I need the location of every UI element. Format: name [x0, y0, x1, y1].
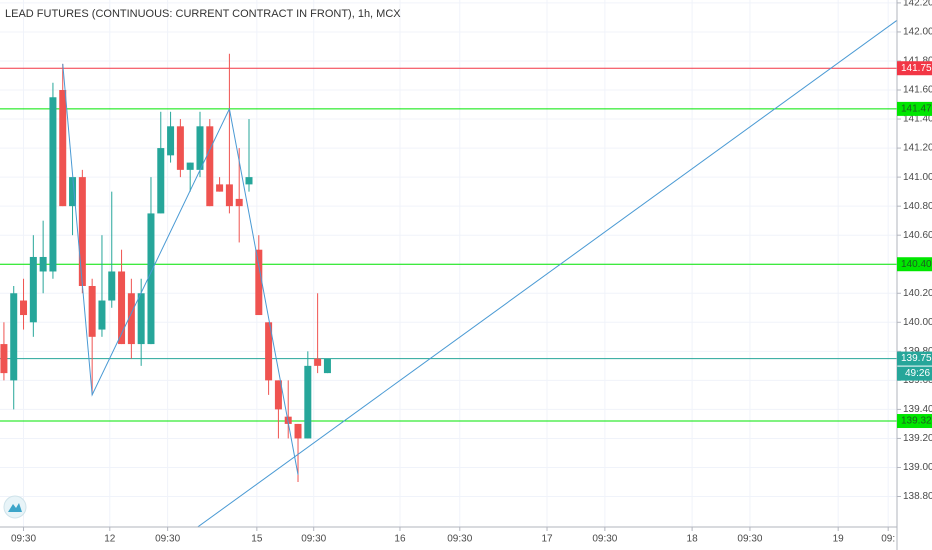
x-tick-label: 09:30 — [737, 534, 762, 545]
candle-body — [137, 293, 145, 345]
chart-title: LEAD FUTURES (CONTINUOUS: CURRENT CONTRA… — [5, 8, 401, 20]
candle-body — [20, 300, 28, 316]
y-tick-label: 139.00 — [903, 462, 932, 473]
candle-body — [206, 126, 214, 207]
candle-body — [186, 162, 194, 170]
price-label: 139.32 — [901, 416, 932, 427]
candle-body — [314, 358, 322, 366]
y-tick-label: 141.20 — [903, 143, 932, 154]
axes: 138.80139.00139.20139.40139.60139.80140.… — [11, 0, 932, 545]
candle-body — [225, 184, 233, 207]
x-tick-label: 09:30 — [592, 534, 617, 545]
y-tick-label: 140.00 — [903, 317, 932, 328]
candle-body — [216, 184, 224, 192]
logo — [3, 495, 27, 519]
candle-body — [78, 177, 86, 287]
price-label: 141.47 — [901, 104, 932, 115]
candle-body — [235, 198, 243, 207]
candle-body — [88, 286, 96, 337]
x-tick-label: 09:30 — [11, 534, 36, 545]
price-label-box — [897, 101, 932, 116]
candle-body — [323, 358, 331, 374]
y-tick-label: 140.80 — [903, 201, 932, 212]
candle-body — [167, 126, 175, 156]
x-tick-label: 15 — [251, 534, 263, 545]
candle-body — [118, 271, 126, 345]
candle-body — [108, 271, 116, 301]
y-tick-label: 141.80 — [903, 56, 932, 67]
countdown-box — [897, 366, 932, 381]
x-tick-label: 16 — [394, 534, 406, 545]
y-tick-label: 139.80 — [903, 346, 932, 357]
candle-body — [147, 213, 155, 345]
y-tick-label: 140.20 — [903, 288, 932, 299]
candle-body — [29, 256, 37, 323]
candle-body — [157, 148, 165, 214]
y-tick-label: 142.20 — [903, 0, 932, 9]
x-tick-label: 18 — [687, 534, 699, 545]
price-label: 141.75 — [901, 63, 932, 74]
candle-body — [245, 177, 253, 185]
y-tick-label: 141.00 — [903, 172, 932, 183]
candle-body — [176, 126, 184, 170]
y-tick-label: 140.60 — [903, 230, 932, 241]
price-label-box — [897, 414, 932, 429]
candle-body — [69, 177, 77, 207]
x-tick-label: 09:30 — [447, 534, 472, 545]
trend-line — [196, 19, 897, 527]
x-tick-label: 17 — [541, 534, 553, 545]
price-label-box — [897, 351, 932, 366]
y-tick-label: 138.80 — [903, 491, 932, 502]
y-tick-label: 141.40 — [903, 114, 932, 125]
x-tick-label: 19 — [833, 534, 845, 545]
candle-body — [304, 365, 312, 439]
candle-body — [39, 256, 47, 272]
y-tick-label: 139.40 — [903, 404, 932, 415]
candle-body — [10, 293, 18, 381]
x-tick-label: 12 — [104, 534, 116, 545]
candle-body — [274, 380, 282, 410]
candle-body — [255, 249, 263, 316]
plot — [0, 19, 897, 527]
y-tick-label: 142.00 — [903, 27, 932, 38]
price-label-box — [897, 257, 932, 272]
y-tick-label: 141.60 — [903, 85, 932, 96]
countdown: 49:26 — [905, 368, 930, 379]
candle-body — [294, 423, 302, 439]
candle-body — [49, 97, 57, 272]
x-tick-label: 09:30 — [155, 534, 180, 545]
x-tick-label: 09:30 — [301, 534, 326, 545]
price-label-box — [897, 61, 932, 76]
price-label: 140.40 — [901, 259, 932, 270]
candle-body — [98, 300, 106, 330]
candle-body — [59, 90, 67, 207]
x-tick-label: 09: — [881, 534, 895, 545]
trend-line — [62, 63, 299, 475]
candle-body — [265, 322, 273, 381]
candle-body — [196, 126, 204, 170]
y-tick-label: 139.20 — [903, 433, 932, 444]
price-label: 139.75 — [901, 353, 932, 364]
candle-body — [127, 293, 135, 345]
candle-body — [0, 344, 8, 374]
